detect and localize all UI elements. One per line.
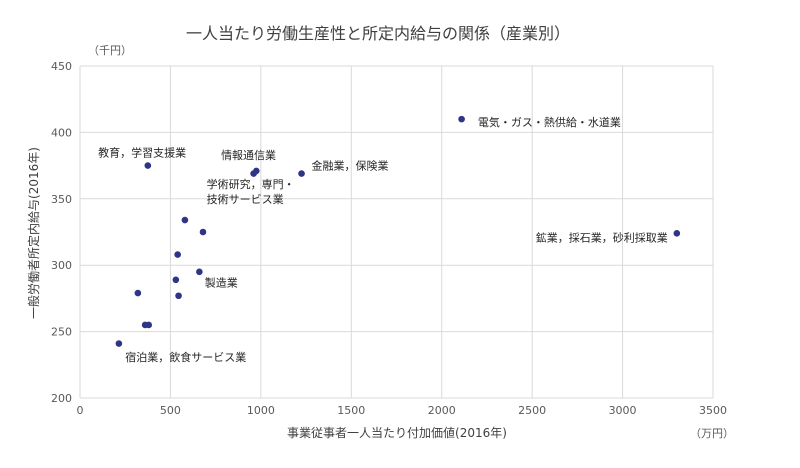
y-tick-label: 250 (51, 326, 72, 339)
data-point (174, 251, 181, 258)
y-axis-unit: （千円） (88, 44, 132, 57)
data-points (115, 115, 681, 347)
y-axis-label: 一般労働者所定内給与(2016年) (26, 147, 41, 319)
x-tick-label: 0 (77, 404, 84, 417)
x-tick-label: 3000 (609, 404, 637, 417)
x-tick-label: 2000 (428, 404, 456, 417)
data-point (181, 216, 189, 224)
x-axis-label: 事業従事者一人当たり付加価値(2016年) (287, 425, 507, 440)
annotation-education: 教育，学習支援業 (98, 145, 186, 159)
annotation-electricity: 電気・ガス・熱供給・水道業 (478, 115, 621, 129)
data-point (115, 340, 123, 347)
annotation-lodging: 宿泊業，飲食サービス業 (125, 350, 246, 364)
annotation-mining: 鉱業，採石業，砂利採取業 (536, 230, 668, 244)
data-point (134, 289, 142, 297)
x-tick-label: 1000 (247, 404, 275, 417)
y-tick-label: 200 (51, 392, 72, 405)
data-point (458, 115, 465, 123)
x-tick-label: 500 (160, 404, 181, 417)
data-point (673, 230, 681, 237)
grid (79, 65, 714, 399)
data-point (175, 292, 182, 300)
data-point (145, 321, 153, 329)
data-point (199, 228, 207, 236)
data-point (144, 162, 152, 169)
x-tick-label: 2500 (518, 404, 546, 417)
annotation-academic-2: 技術サービス業 (207, 193, 284, 206)
data-point (172, 276, 180, 284)
chart-title: 一人当たり労働生産性と所定内給与の関係（産業別） (186, 24, 570, 43)
y-tick-label: 400 (51, 126, 72, 139)
y-tick-label: 450 (51, 60, 72, 73)
annotation-info: 情報通信業 (221, 149, 276, 162)
data-point (253, 167, 260, 175)
y-tick-label: 300 (51, 259, 72, 272)
x-tick-label: 1500 (337, 404, 365, 417)
y-tick-label: 350 (51, 193, 72, 206)
annotation-academic-1: 学術研究，専門・ (207, 177, 295, 191)
data-point (298, 170, 305, 177)
x-axis-unit: （万円） (690, 427, 734, 440)
annotation-finance: 金融業，保険業 (311, 159, 388, 173)
data-point (196, 268, 203, 276)
x-tick-label: 3500 (699, 404, 727, 417)
tick-labels: 0 500 1000 1500 2000 2500 3000 3500 200 250 300 350… (51, 60, 727, 417)
annotation-manufacturing: 製造業 (205, 275, 238, 289)
